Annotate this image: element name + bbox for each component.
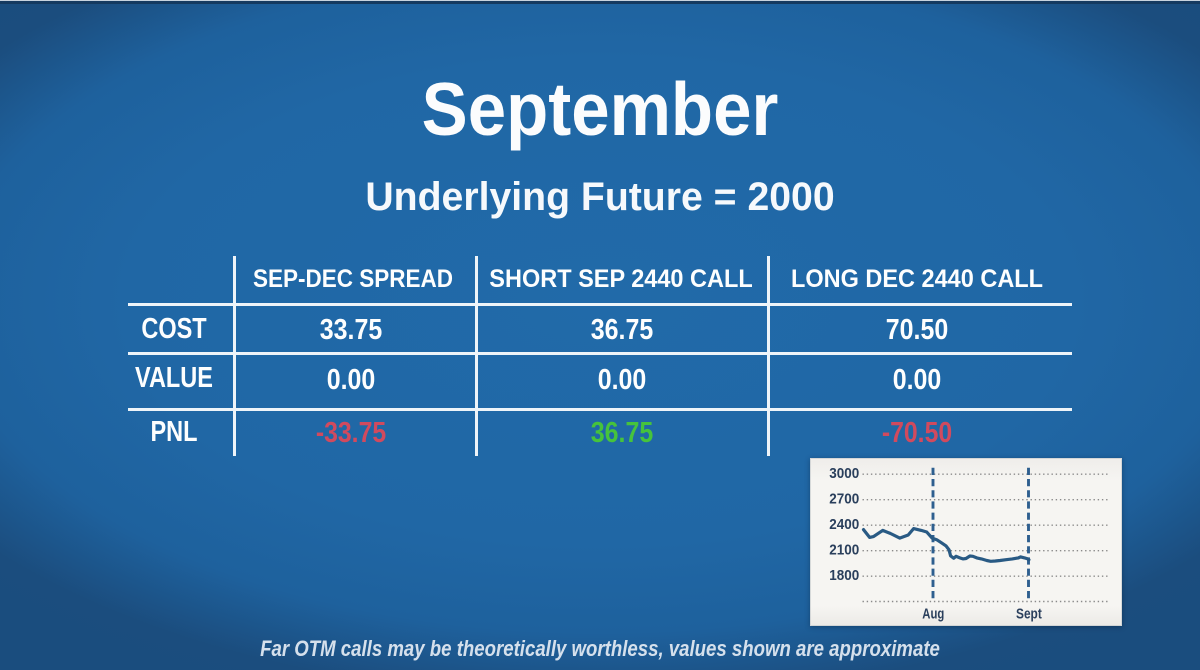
svg-text:2700: 2700 <box>829 490 859 507</box>
svg-text:1800: 1800 <box>829 566 859 583</box>
svg-text:2100: 2100 <box>829 541 859 558</box>
svg-text:3000: 3000 <box>829 464 859 481</box>
svg-text:Sept: Sept <box>1016 605 1042 621</box>
svg-text:Aug: Aug <box>922 605 944 622</box>
svg-text:2400: 2400 <box>829 515 859 532</box>
